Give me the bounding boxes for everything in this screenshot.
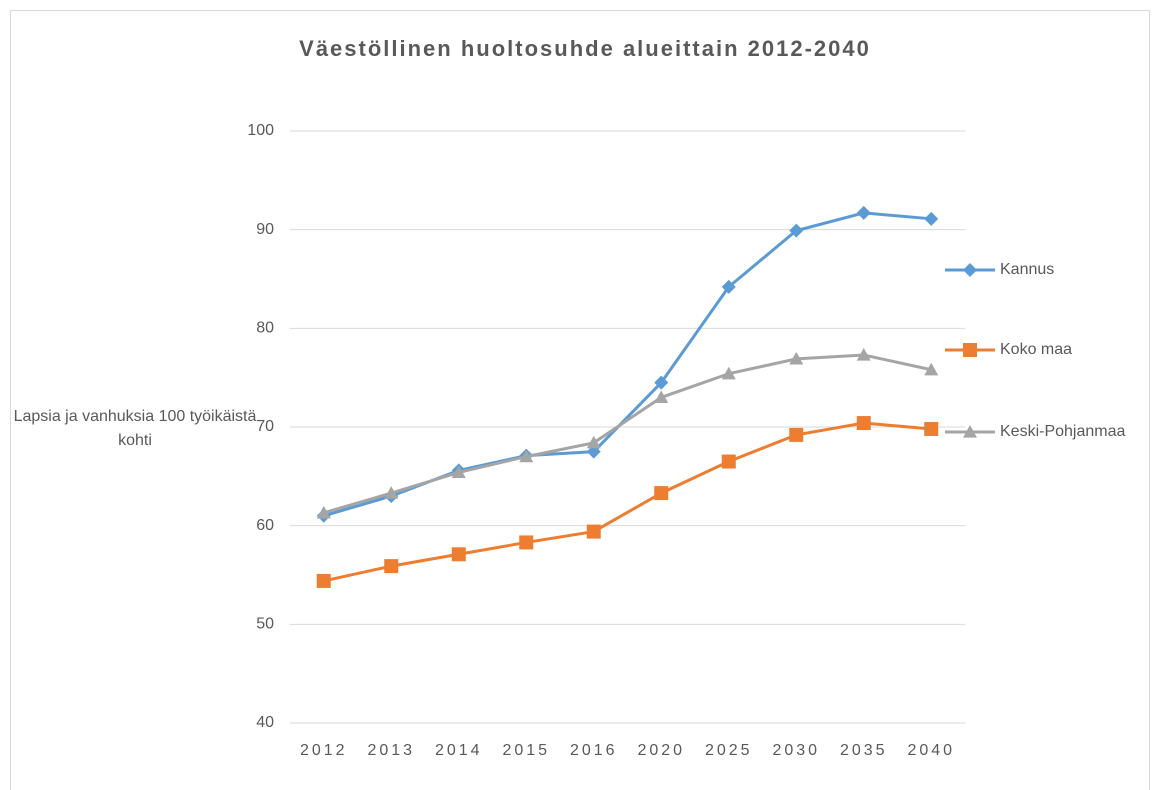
marker xyxy=(586,524,601,539)
marker xyxy=(451,547,466,562)
marker xyxy=(654,390,669,403)
series-line xyxy=(323,421,932,583)
x-tick-label: 2014 xyxy=(435,742,483,759)
marker xyxy=(789,427,804,442)
marker xyxy=(654,375,669,390)
marker xyxy=(856,347,871,361)
marker xyxy=(924,362,939,376)
marker xyxy=(451,465,466,478)
marker xyxy=(721,454,736,469)
legend-label: Kannus xyxy=(1000,261,1054,278)
y-tick-label: 100 xyxy=(247,122,274,139)
marker xyxy=(924,211,939,226)
marker xyxy=(654,486,669,501)
legend-marker xyxy=(963,343,977,357)
chart-frame xyxy=(10,10,1150,790)
x-tick-label: 2040 xyxy=(907,742,955,759)
y-tick-label: 40 xyxy=(256,714,274,731)
y-tick-label: 70 xyxy=(256,418,274,435)
marker xyxy=(384,486,399,499)
marker xyxy=(316,505,331,519)
y-tick-label: 90 xyxy=(256,221,274,238)
marker xyxy=(789,223,804,238)
y-axis-label: Lapsia ja vanhuksia 100 työikäistä kohti xyxy=(13,408,257,449)
marker xyxy=(789,351,804,365)
legend-marker xyxy=(963,263,977,277)
x-tick-label: 2025 xyxy=(705,742,753,759)
y-tick-label: 60 xyxy=(256,517,274,534)
x-tick-label: 2016 xyxy=(570,742,618,759)
legend-label: Keski-Pohjanmaa xyxy=(1000,423,1126,440)
marker xyxy=(316,573,331,588)
x-tick-label: 2035 xyxy=(840,742,888,759)
legend-marker xyxy=(963,425,977,438)
legend-label: Koko maa xyxy=(1000,341,1072,358)
x-tick-label: 2020 xyxy=(637,742,685,759)
marker xyxy=(721,279,736,294)
x-tick-label: 2013 xyxy=(367,742,415,759)
marker xyxy=(856,416,871,431)
chart-title: Väestöllinen huoltosuhde alueittain 2012… xyxy=(299,36,871,61)
marker xyxy=(924,421,939,436)
marker xyxy=(519,449,534,463)
series-line xyxy=(323,353,932,515)
marker xyxy=(856,205,871,220)
x-tick-label: 2030 xyxy=(772,742,820,759)
y-tick-label: 80 xyxy=(256,320,274,337)
x-tick-label: 2015 xyxy=(502,742,550,759)
marker xyxy=(519,535,534,550)
marker xyxy=(384,559,399,574)
marker xyxy=(721,366,736,380)
marker xyxy=(586,435,601,449)
x-tick-label: 2012 xyxy=(300,742,348,759)
y-tick-label: 50 xyxy=(256,616,274,633)
